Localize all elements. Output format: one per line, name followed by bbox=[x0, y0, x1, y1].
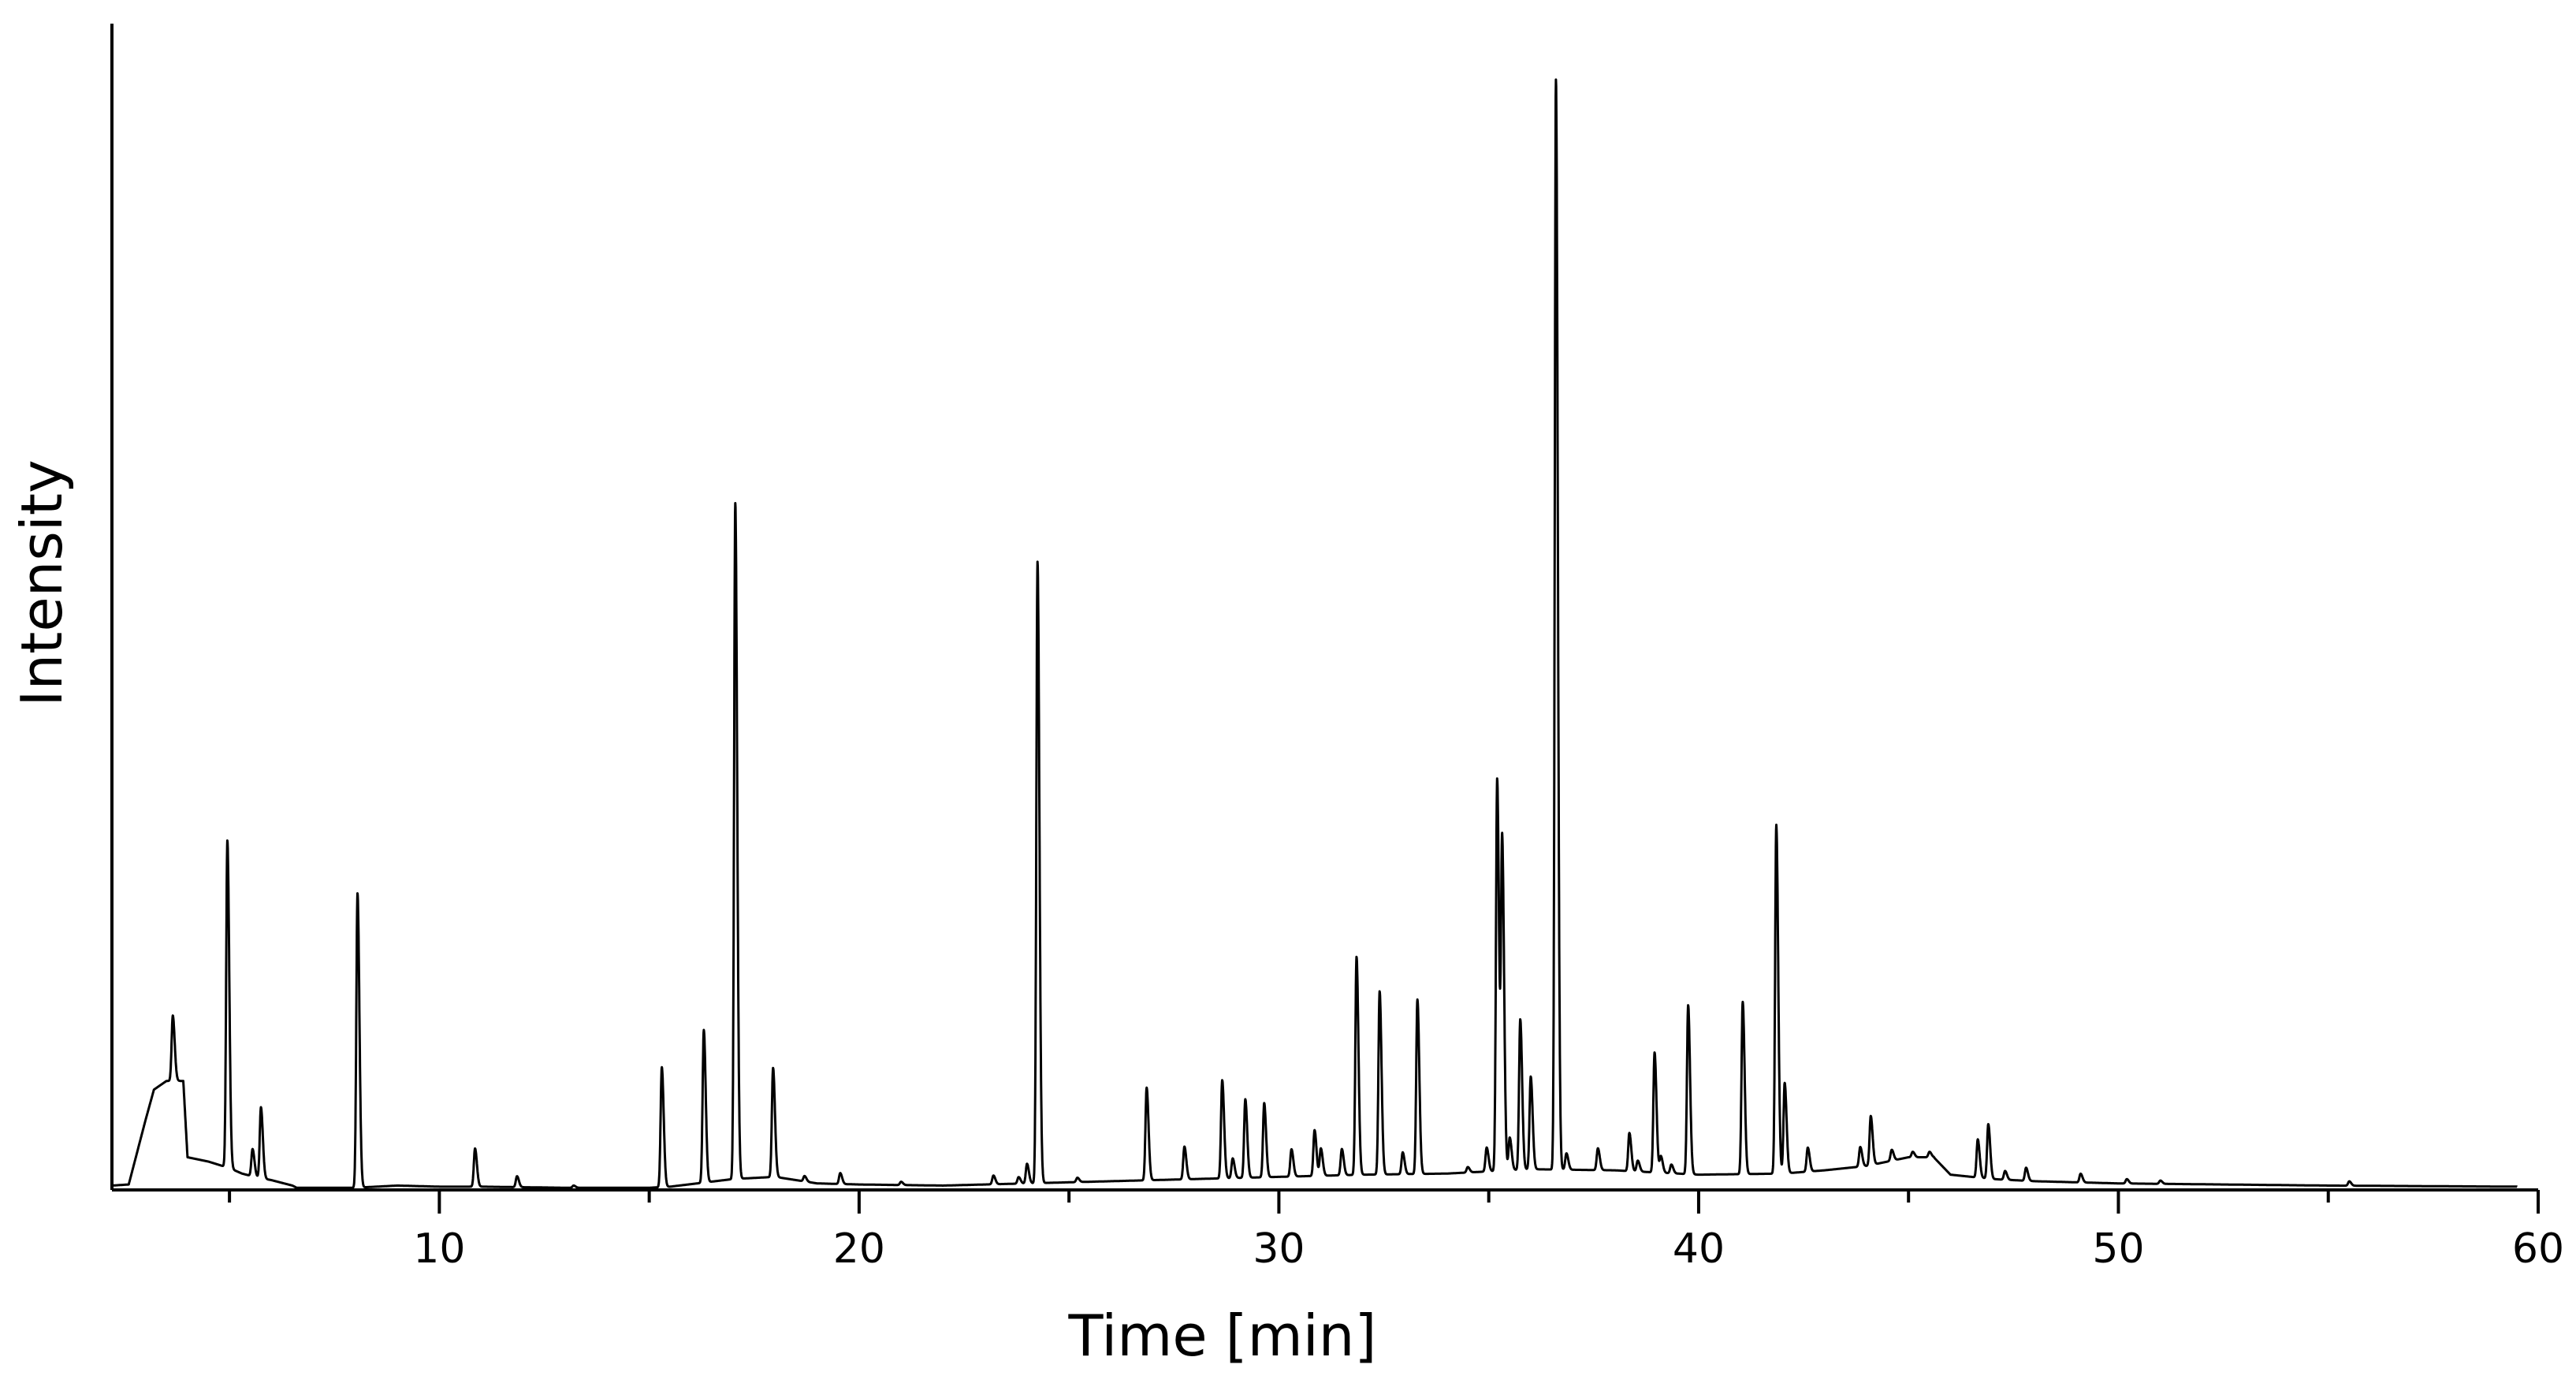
x-tick-label: 40 bbox=[1673, 1225, 1725, 1273]
plot-area bbox=[110, 78, 2518, 1189]
x-tick-label: 60 bbox=[2512, 1225, 2564, 1273]
x-axis-title: Time [min] bbox=[1067, 1303, 1376, 1369]
x-tick-label: 10 bbox=[413, 1225, 465, 1273]
x-tick-label: 30 bbox=[1253, 1225, 1305, 1273]
x-axis-ticks: 10 20 30 40 50 60 bbox=[228, 1190, 2564, 1273]
x-tick-label: 20 bbox=[833, 1225, 885, 1273]
chromatogram-trace bbox=[110, 78, 2518, 1189]
y-axis-title: Intensity bbox=[9, 459, 75, 706]
x-tick-label: 50 bbox=[2092, 1225, 2144, 1273]
